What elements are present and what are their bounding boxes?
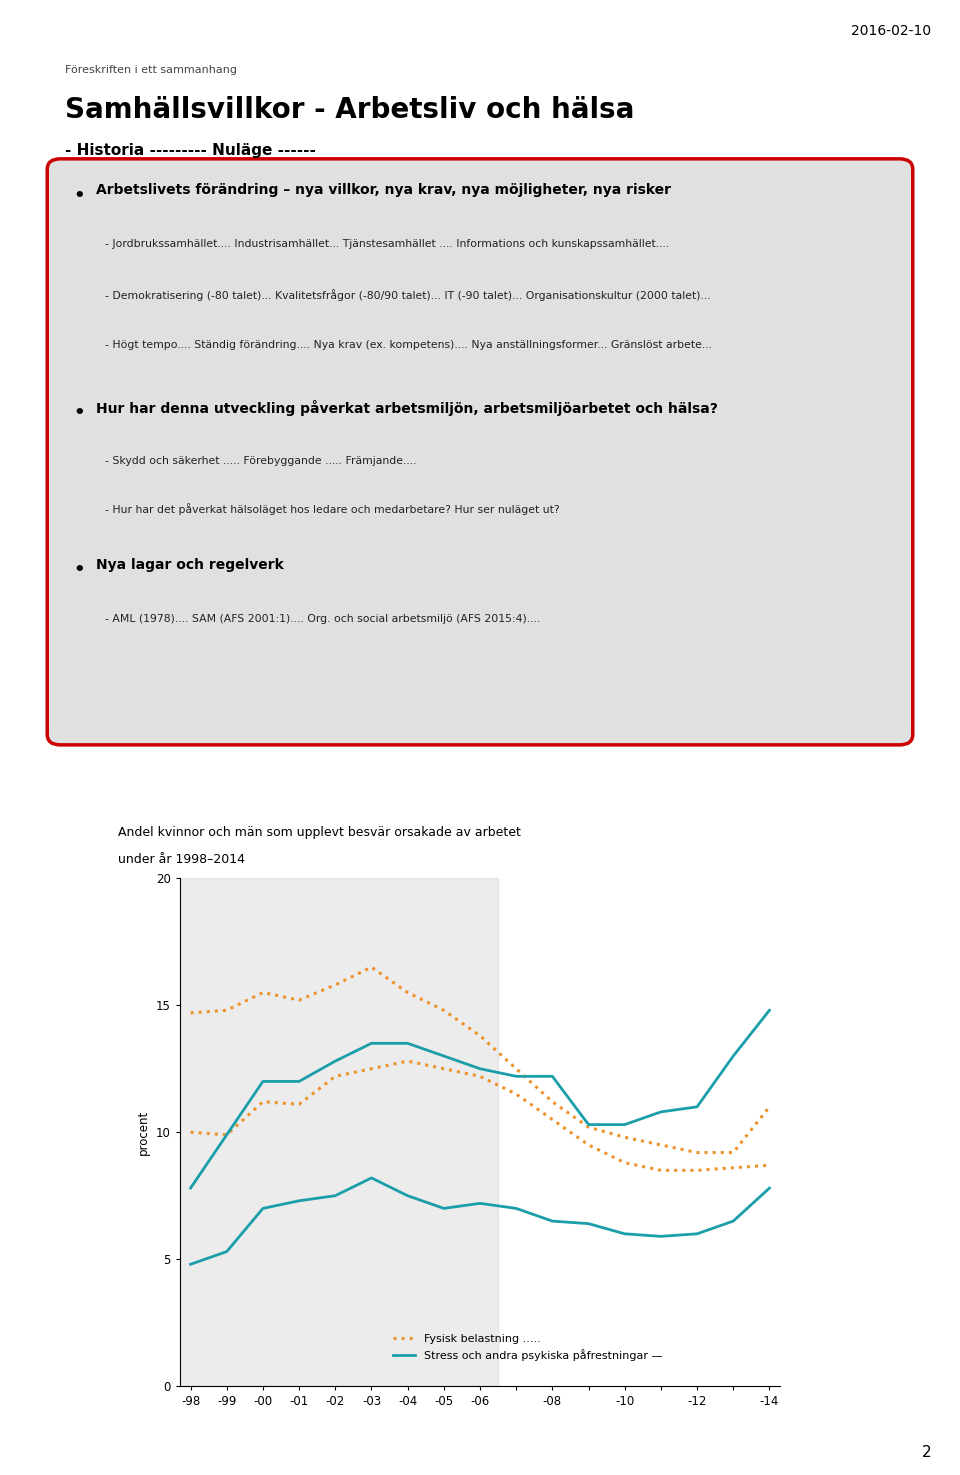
Text: - AML (1978).... SAM (AFS 2001:1).... Org. och social arbetsmiljö (AFS 2015:4)..: - AML (1978).... SAM (AFS 2001:1).... Or… [105,614,540,624]
Text: •: • [74,404,85,422]
Text: Nya lagar och regelverk: Nya lagar och regelverk [96,558,283,572]
Text: - Hur har det påverkat hälsoläget hos ledare och medarbetare? Hur ser nuläget ut: - Hur har det påverkat hälsoläget hos le… [105,503,560,515]
Bar [180,878,498,1386]
Text: - Demokratisering (-80 talet)... Kvalitetsfrågor (-80/90 talet)... IT (-90 talet: - Demokratisering (-80 talet)... Kvalite… [105,289,710,301]
Text: Samhällsvillkor - Arbetsliv och hälsa: Samhällsvillkor - Arbetsliv och hälsa [65,96,635,124]
Text: - Jordbrukssamhället.... Industrisamhället... Tjänstesamhället .... Informations: - Jordbrukssamhället.... Industrisamhäll… [105,239,669,249]
Legend: Fysisk belastning ....., Stress och andra psykiska påfrestningar —: Fysisk belastning ....., Stress och andr… [389,1329,667,1366]
Y-axis label: procent: procent [137,1109,151,1155]
Text: •: • [74,187,85,205]
Text: Andel kvinnor och män som upplevt besvär orsakade av arbetet: Andel kvinnor och män som upplevt besvär… [118,826,520,839]
Text: •: • [74,562,85,580]
Text: Föreskriften i ett sammanhang: Föreskriften i ett sammanhang [65,65,237,75]
Text: under år 1998–2014: under år 1998–2014 [118,854,245,866]
Text: - Historia --------- Nuläge ------: - Historia --------- Nuläge ------ [65,143,316,158]
Text: Arbetslivets förändring – nya villkor, nya krav, nya möjligheter, nya risker: Arbetslivets förändring – nya villkor, n… [96,183,671,198]
Text: - Skydd och säkerhet ..... Förebyggande ..... Främjande....: - Skydd och säkerhet ..... Förebyggande … [105,456,416,466]
Text: - Högt tempo.... Ständig förändring.... Nya krav (ex. kompetens).... Nya anställ: - Högt tempo.... Ständig förändring.... … [105,339,711,350]
Text: 2: 2 [922,1446,931,1460]
Text: Hur har denna utveckling påverkat arbetsmiljön, arbetsmiljöarbetet och hälsa?: Hur har denna utveckling påverkat arbets… [96,400,718,416]
FancyBboxPatch shape [47,159,913,745]
Text: 2016-02-10: 2016-02-10 [852,24,931,37]
